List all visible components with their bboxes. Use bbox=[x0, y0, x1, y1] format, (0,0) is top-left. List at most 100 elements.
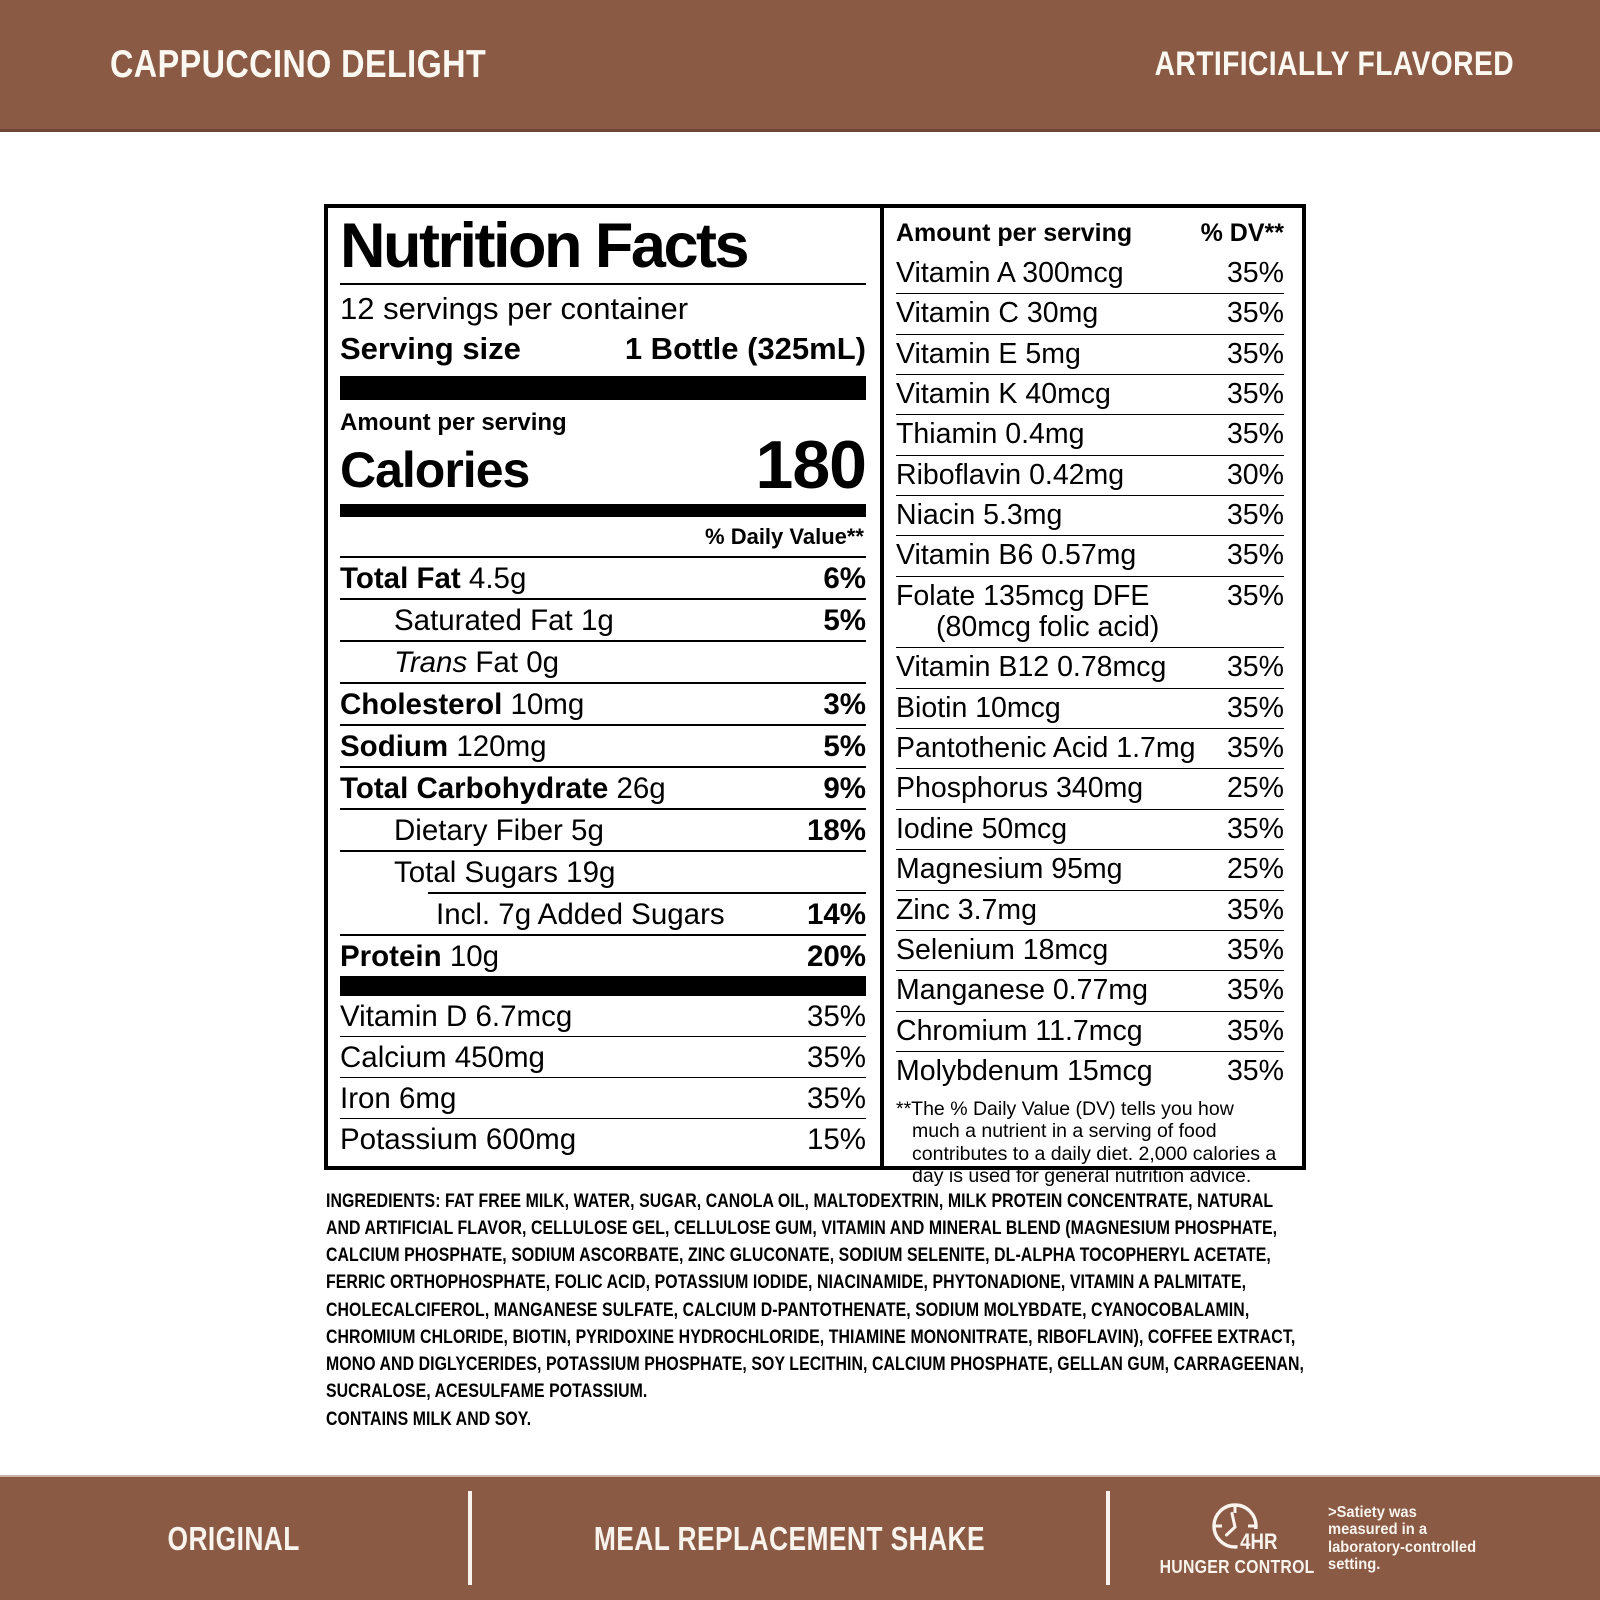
four-hour-label: 4HR bbox=[1237, 1528, 1278, 1555]
nutrient-dv: 20% bbox=[806, 940, 866, 974]
nutrient-dv: 35% bbox=[1226, 812, 1284, 845]
nutrient-name: Vitamin B6 0.57mg bbox=[896, 539, 1137, 572]
micro-row-iron: Iron 6mg 35% bbox=[340, 1077, 866, 1118]
nutrient-dv: 35% bbox=[1226, 378, 1284, 411]
vitamin-row-vitamin-c: Vitamin C 30mg 35% bbox=[896, 294, 1284, 335]
footer-section-product-type: MEAL REPLACEMENT SHAKE bbox=[472, 1477, 1106, 1600]
nutrient-row-total-carbohydrate: Total Carbohydrate 26g 9% bbox=[340, 766, 866, 808]
nutrient-name: Chromium 11.7mcg bbox=[896, 1014, 1143, 1047]
nutrient-name: Folate 135mcg DFE bbox=[896, 579, 1150, 612]
nutrient-dv: 18% bbox=[806, 814, 866, 848]
nutrient-name: Selenium 18mcg bbox=[896, 933, 1109, 966]
nutrient-name: Potassium 600mg bbox=[340, 1123, 577, 1157]
nutrient-dv: 35% bbox=[1226, 579, 1284, 612]
nutrient-name: Saturated Fat 1g bbox=[394, 603, 614, 637]
ingredients-section: INGREDIENTS: FAT FREE MILK, WATER, SUGAR… bbox=[326, 1188, 1308, 1433]
nutrient-dv: 15% bbox=[806, 1123, 866, 1157]
vitamin-row-pantothenic-acid: Pantothenic Acid 1.7mg 35% bbox=[896, 729, 1284, 770]
nutrient-name: Incl. 7g Added Sugars bbox=[436, 898, 725, 932]
amount-per-serving-header: Amount per serving bbox=[896, 219, 1133, 247]
title-divider bbox=[340, 283, 866, 286]
nutrition-left-column: Nutrition Facts 12 servings per containe… bbox=[328, 208, 884, 1166]
vitamin-row-biotin: Biotin 10mcg 35% bbox=[896, 689, 1284, 730]
hunger-control-label: HUNGER CONTROL bbox=[1159, 1556, 1315, 1577]
nutrient-name: Total Sugars 19g bbox=[394, 856, 616, 890]
servings-per-container: 12 servings per container bbox=[340, 291, 689, 327]
footer-divider-right bbox=[1106, 1491, 1110, 1585]
nutrient-dv: 35% bbox=[1226, 297, 1284, 330]
nutrition-facts-panel: Nutrition Facts 12 servings per containe… bbox=[324, 204, 1306, 1187]
nutrient-row-added-sugars: Incl. 7g Added Sugars 14% bbox=[428, 892, 866, 934]
nutrient-row-trans-fat: Trans Fat 0g bbox=[340, 639, 866, 682]
artificially-flavored-tag: ARTIFICIALLY FLAVORED bbox=[1154, 45, 1514, 83]
nutrient-dv: 35% bbox=[1226, 418, 1284, 451]
nutrient-dv: 35% bbox=[806, 1000, 866, 1034]
nutrient-name: Vitamin K 40mcg bbox=[896, 378, 1111, 411]
vitamin-row-vitamin-b12: Vitamin B12 0.78mcg 35% bbox=[896, 648, 1284, 689]
footer-section-hunger-control: 4HR HUNGER CONTROL >Satiety was measured… bbox=[1110, 1477, 1600, 1600]
calories-label: Calories bbox=[340, 441, 530, 498]
nutrient-name: Vitamin C 30mg bbox=[896, 297, 1099, 330]
footer-section-original: ORIGINAL bbox=[0, 1477, 468, 1600]
nutrient-dv: 35% bbox=[1226, 337, 1284, 370]
nutrient-row-protein: Protein 10g 20% bbox=[340, 934, 866, 976]
nutrient-dv: 35% bbox=[1226, 257, 1284, 289]
nutrient-dv: 5% bbox=[823, 603, 866, 637]
nutrient-dv: 35% bbox=[1226, 974, 1284, 1007]
nutrient-dv: 35% bbox=[1226, 893, 1284, 926]
nutrient-name: Magnesium 95mg bbox=[896, 853, 1123, 886]
serving-size-label: Serving size bbox=[340, 331, 521, 367]
right-column-header: Amount per serving % DV** bbox=[896, 210, 1284, 254]
nutrient-name: Biotin 10mcg bbox=[896, 691, 1061, 724]
vitamin-row-vitamin-b6: Vitamin B6 0.57mg 35% bbox=[896, 536, 1284, 577]
nutrient-name: Vitamin A 300mcg bbox=[896, 257, 1124, 289]
nutrient-row-sodium: Sodium 120mg 5% bbox=[340, 723, 866, 766]
thick-rule bbox=[340, 376, 866, 401]
nutrient-dv: 35% bbox=[1226, 651, 1284, 684]
vitamin-row-zinc: Zinc 3.7mg 35% bbox=[896, 891, 1284, 931]
serving-size-value: 1 Bottle (325mL) bbox=[624, 331, 866, 367]
vitamin-row-chromium: Chromium 11.7mcg 35% bbox=[896, 1012, 1284, 1052]
amount-per-serving-label: Amount per serving bbox=[340, 409, 567, 437]
calories-value: 180 bbox=[755, 427, 867, 504]
nutrient-name: Riboflavin 0.42mg bbox=[896, 458, 1125, 491]
allergen-statement: CONTAINS MILK AND SOY. bbox=[326, 1409, 532, 1431]
nutrient-name: Iodine 50mcg bbox=[896, 812, 1068, 845]
vitamin-row-thiamin: Thiamin 0.4mg 35% bbox=[896, 415, 1284, 456]
nutrient-name: Zinc 3.7mg bbox=[896, 893, 1037, 926]
nutrient-name: Manganese 0.77mg bbox=[896, 974, 1148, 1007]
nutrient-name: Iron 6mg bbox=[340, 1082, 457, 1116]
nutrient-dv: 35% bbox=[806, 1041, 866, 1075]
vitamin-row-selenium: Selenium 18mcg 35% bbox=[896, 931, 1284, 972]
nutrient-dv: 25% bbox=[1226, 772, 1284, 805]
micro-row-potassium: Potassium 600mg 15% bbox=[340, 1118, 866, 1159]
nutrient-row-total-fat: Total Fat 4.5g 6% bbox=[340, 555, 866, 598]
vitamin-row-vitamin-e: Vitamin E 5mg 35% bbox=[896, 335, 1284, 376]
nutrient-name: Sodium 120mg bbox=[340, 729, 547, 763]
vitamin-row-molybdenum: Molybdenum 15mcg 35% bbox=[896, 1052, 1284, 1091]
nutrient-dv: 35% bbox=[1226, 1014, 1284, 1047]
nutrient-row-total-sugars: Total Sugars 19g bbox=[340, 850, 866, 892]
nutrient-dv: 9% bbox=[823, 772, 866, 805]
nutrient-name: Total Carbohydrate 26g bbox=[340, 772, 666, 805]
nutrient-row-saturated-fat: Saturated Fat 1g 5% bbox=[340, 597, 866, 640]
nutrient-name: Vitamin E 5mg bbox=[896, 337, 1081, 370]
nutrient-dv: 30% bbox=[1226, 458, 1284, 491]
ingredients-text: FAT FREE MILK, WATER, SUGAR, CANOLA OIL,… bbox=[326, 1191, 1305, 1403]
nutrient-name: Dietary Fiber 5g bbox=[394, 814, 604, 848]
calories-row: Calories 180 bbox=[340, 427, 867, 504]
ingredients-paragraph: INGREDIENTS: FAT FREE MILK, WATER, SUGAR… bbox=[326, 1188, 1308, 1405]
nutrient-name: Niacin 5.3mg bbox=[896, 499, 1063, 532]
vitamin-row-vitamin-k: Vitamin K 40mcg 35% bbox=[896, 375, 1284, 416]
nutrient-name: Vitamin D 6.7mcg bbox=[340, 1000, 573, 1034]
ingredients-label: INGREDIENTS: bbox=[326, 1191, 441, 1212]
nutrient-name: Thiamin 0.4mg bbox=[896, 418, 1085, 451]
nutrition-right-column: Amount per serving % DV** Vitamin A 300m… bbox=[884, 208, 1302, 1187]
vitamin-row-manganese: Manganese 0.77mg 35% bbox=[896, 971, 1284, 1012]
daily-value-footnote: **The % Daily Value (DV) tells you how m… bbox=[896, 1098, 1277, 1187]
nutrient-dv: 6% bbox=[823, 561, 866, 595]
hunger-control-block: 4HR HUNGER CONTROL bbox=[1159, 1500, 1315, 1578]
product-type-label: MEAL REPLACEMENT SHAKE bbox=[593, 1519, 985, 1557]
serving-size-row: Serving size 1 Bottle (325mL) bbox=[340, 331, 866, 367]
nutrient-dv: 25% bbox=[1226, 853, 1284, 886]
